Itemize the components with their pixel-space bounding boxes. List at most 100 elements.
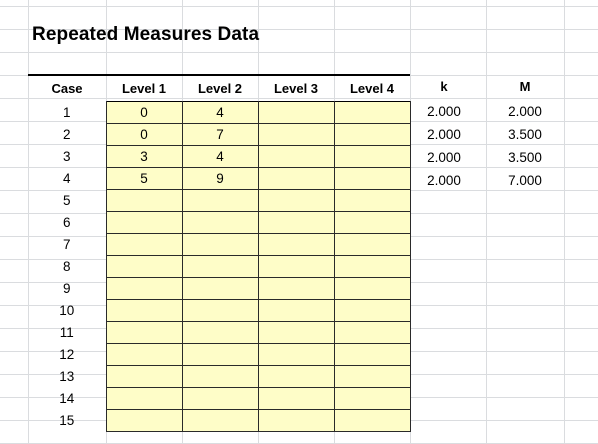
level-3-input-cell[interactable] xyxy=(257,320,335,344)
k-value-cell[interactable]: 2.000 xyxy=(427,150,461,165)
level-4-input-cell[interactable] xyxy=(333,298,411,322)
case-cell[interactable]: 13 xyxy=(59,368,75,384)
level-3-input-cell[interactable] xyxy=(257,144,335,168)
level-3-input-cell[interactable] xyxy=(257,254,335,278)
case-cell[interactable]: 9 xyxy=(62,280,71,296)
level-1-input-cell[interactable]: 0 xyxy=(105,122,183,146)
level-4-input-cell[interactable] xyxy=(333,342,411,366)
level-1-input-cell[interactable] xyxy=(105,386,183,410)
level-1-input-cell[interactable] xyxy=(105,210,183,234)
level-4-input-cell[interactable] xyxy=(333,210,411,234)
level-3-input-cell[interactable] xyxy=(257,364,335,388)
case-cell[interactable]: 5 xyxy=(62,192,71,208)
table-row: 7 xyxy=(28,232,411,256)
level-4-input-cell[interactable] xyxy=(333,232,411,256)
level-4-input-cell[interactable] xyxy=(333,408,411,432)
m-header[interactable]: M xyxy=(519,79,531,94)
level-3-input-cell[interactable] xyxy=(257,386,335,410)
case-cell[interactable]: 2 xyxy=(62,126,71,142)
level-4-input-cell[interactable] xyxy=(333,254,411,278)
level-4-input-cell[interactable] xyxy=(333,188,411,212)
header-case[interactable]: Case xyxy=(28,74,106,101)
level-4-input-cell[interactable] xyxy=(333,166,411,190)
level-2-input-cell[interactable] xyxy=(181,342,259,366)
level-2-input-cell[interactable] xyxy=(181,386,259,410)
gridline-vertical xyxy=(564,0,565,444)
m-value-cell[interactable]: 2.000 xyxy=(508,104,542,119)
level-1-input-cell[interactable] xyxy=(105,320,183,344)
table-row: 10 xyxy=(28,298,411,322)
level-1-input-cell[interactable]: 0 xyxy=(105,100,183,124)
k-header[interactable]: k xyxy=(440,79,448,94)
case-cell[interactable]: 8 xyxy=(62,258,71,274)
k-column: k 2.000 2.000 2.000 2.000 xyxy=(408,74,480,192)
level-1-input-cell[interactable] xyxy=(105,342,183,366)
header-row: Case Level 1 Level 2 Level 3 Level 4 xyxy=(28,74,410,101)
level-4-input-cell[interactable] xyxy=(333,386,411,410)
level-3-input-cell[interactable] xyxy=(257,122,335,146)
level-3-input-cell[interactable] xyxy=(257,298,335,322)
level-2-input-cell[interactable] xyxy=(181,210,259,234)
level-4-input-cell[interactable] xyxy=(333,364,411,388)
level-1-input-cell[interactable] xyxy=(105,364,183,388)
header-level-4[interactable]: Level 4 xyxy=(334,74,410,101)
level-3-input-cell[interactable] xyxy=(257,276,335,300)
header-level-3[interactable]: Level 3 xyxy=(258,74,334,101)
case-cell[interactable]: 14 xyxy=(59,390,75,406)
level-3-input-cell[interactable] xyxy=(257,342,335,366)
level-1-input-cell[interactable] xyxy=(105,408,183,432)
m-value-cell[interactable]: 3.500 xyxy=(508,127,542,142)
level-1-input-cell[interactable]: 5 xyxy=(105,166,183,190)
level-2-input-cell[interactable] xyxy=(181,408,259,432)
level-3-input-cell[interactable] xyxy=(257,210,335,234)
level-4-input-cell[interactable] xyxy=(333,276,411,300)
m-value-cell[interactable]: 7.000 xyxy=(508,173,542,188)
k-value-cell[interactable]: 2.000 xyxy=(427,127,461,142)
level-2-input-cell[interactable] xyxy=(181,364,259,388)
case-cell[interactable]: 1 xyxy=(62,104,71,120)
m-value-cell[interactable]: 3.500 xyxy=(508,150,542,165)
level-2-input-cell[interactable]: 4 xyxy=(181,144,259,168)
level-3-input-cell[interactable] xyxy=(257,188,335,212)
level-1-input-cell[interactable]: 3 xyxy=(105,144,183,168)
level-1-input-cell[interactable] xyxy=(105,254,183,278)
level-3-input-cell[interactable] xyxy=(257,232,335,256)
level-3-input-cell[interactable] xyxy=(257,166,335,190)
level-4-input-cell[interactable] xyxy=(333,144,411,168)
case-cell[interactable]: 15 xyxy=(59,412,75,428)
level-2-input-cell[interactable] xyxy=(181,254,259,278)
level-1-input-cell[interactable] xyxy=(105,232,183,256)
level-1-input-cell[interactable] xyxy=(105,298,183,322)
level-2-input-cell[interactable] xyxy=(181,298,259,322)
level-1-input-cell[interactable] xyxy=(105,188,183,212)
level-2-input-cell[interactable] xyxy=(181,188,259,212)
level-2-input-cell[interactable] xyxy=(181,320,259,344)
level-4-input-cell[interactable] xyxy=(333,100,411,124)
k-value-cell[interactable]: 2.000 xyxy=(427,104,461,119)
level-2-input-cell[interactable]: 4 xyxy=(181,100,259,124)
level-4-input-cell[interactable] xyxy=(333,122,411,146)
level-2-input-cell[interactable]: 7 xyxy=(181,122,259,146)
case-cell[interactable]: 6 xyxy=(62,214,71,230)
level-3-input-cell[interactable] xyxy=(257,408,335,432)
k-value-cell[interactable]: 2.000 xyxy=(427,173,461,188)
case-cell[interactable]: 3 xyxy=(62,148,71,164)
level-2-input-cell[interactable]: 9 xyxy=(181,166,259,190)
level-4-input-cell[interactable] xyxy=(333,320,411,344)
level-3-input-cell[interactable] xyxy=(257,100,335,124)
case-cell[interactable]: 12 xyxy=(59,346,75,362)
level-2-input-cell[interactable] xyxy=(181,232,259,256)
case-cell[interactable]: 11 xyxy=(59,324,74,340)
header-level-1[interactable]: Level 1 xyxy=(106,74,182,101)
sheet-title[interactable]: Repeated Measures Data xyxy=(32,24,260,45)
level-1-input-cell[interactable] xyxy=(105,276,183,300)
level-2-input-cell[interactable] xyxy=(181,276,259,300)
header-level-2[interactable]: Level 2 xyxy=(182,74,258,101)
case-cell[interactable]: 10 xyxy=(59,302,75,318)
case-cell[interactable]: 7 xyxy=(62,236,71,252)
case-cell[interactable]: 4 xyxy=(62,170,71,186)
